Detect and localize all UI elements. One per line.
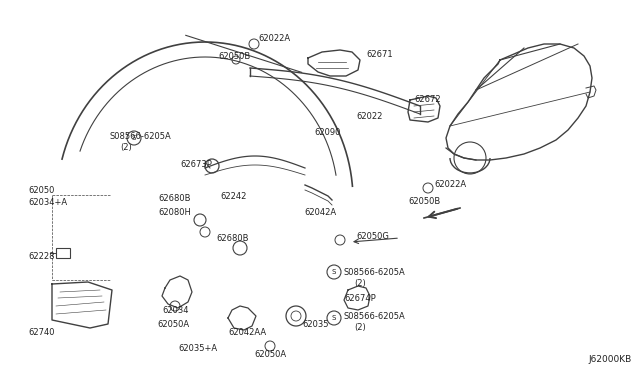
Text: S: S xyxy=(332,269,336,275)
Text: 62022: 62022 xyxy=(356,112,382,121)
Text: 62050B: 62050B xyxy=(218,52,250,61)
Text: 62228: 62228 xyxy=(28,252,54,261)
Text: 62050A: 62050A xyxy=(157,320,189,329)
Text: 62680B: 62680B xyxy=(158,194,191,203)
Text: S: S xyxy=(332,315,336,321)
Text: 62740: 62740 xyxy=(28,328,54,337)
Text: S08566-6205A: S08566-6205A xyxy=(344,312,406,321)
Text: 62242: 62242 xyxy=(220,192,246,201)
Text: 62672: 62672 xyxy=(414,95,440,104)
Text: 62090: 62090 xyxy=(314,128,340,137)
Text: 62022A: 62022A xyxy=(434,180,466,189)
Text: 62050: 62050 xyxy=(28,186,54,195)
Text: S08566-6205A: S08566-6205A xyxy=(110,132,172,141)
Text: 62050B: 62050B xyxy=(408,197,440,206)
Text: S: S xyxy=(132,135,136,141)
Text: 62034+A: 62034+A xyxy=(28,198,67,207)
Text: 62080H: 62080H xyxy=(158,208,191,217)
Text: (2): (2) xyxy=(354,323,365,332)
Text: 62035: 62035 xyxy=(302,320,328,329)
Text: 62022A: 62022A xyxy=(258,34,290,43)
Text: J62000KB: J62000KB xyxy=(589,355,632,364)
FancyBboxPatch shape xyxy=(56,248,70,258)
Text: (2): (2) xyxy=(120,143,132,152)
Text: 62035+A: 62035+A xyxy=(178,344,217,353)
Text: 62042A: 62042A xyxy=(304,208,336,217)
Text: (2): (2) xyxy=(354,279,365,288)
Text: 62050A: 62050A xyxy=(254,350,286,359)
Text: 62674P: 62674P xyxy=(344,294,376,303)
Text: 62034: 62034 xyxy=(162,306,189,315)
Text: 62050G: 62050G xyxy=(356,232,389,241)
Text: S08566-6205A: S08566-6205A xyxy=(344,268,406,277)
Text: 62673P: 62673P xyxy=(180,160,212,169)
Text: 62042AA: 62042AA xyxy=(228,328,266,337)
Text: 62671: 62671 xyxy=(366,50,392,59)
Text: 62680B: 62680B xyxy=(216,234,248,243)
